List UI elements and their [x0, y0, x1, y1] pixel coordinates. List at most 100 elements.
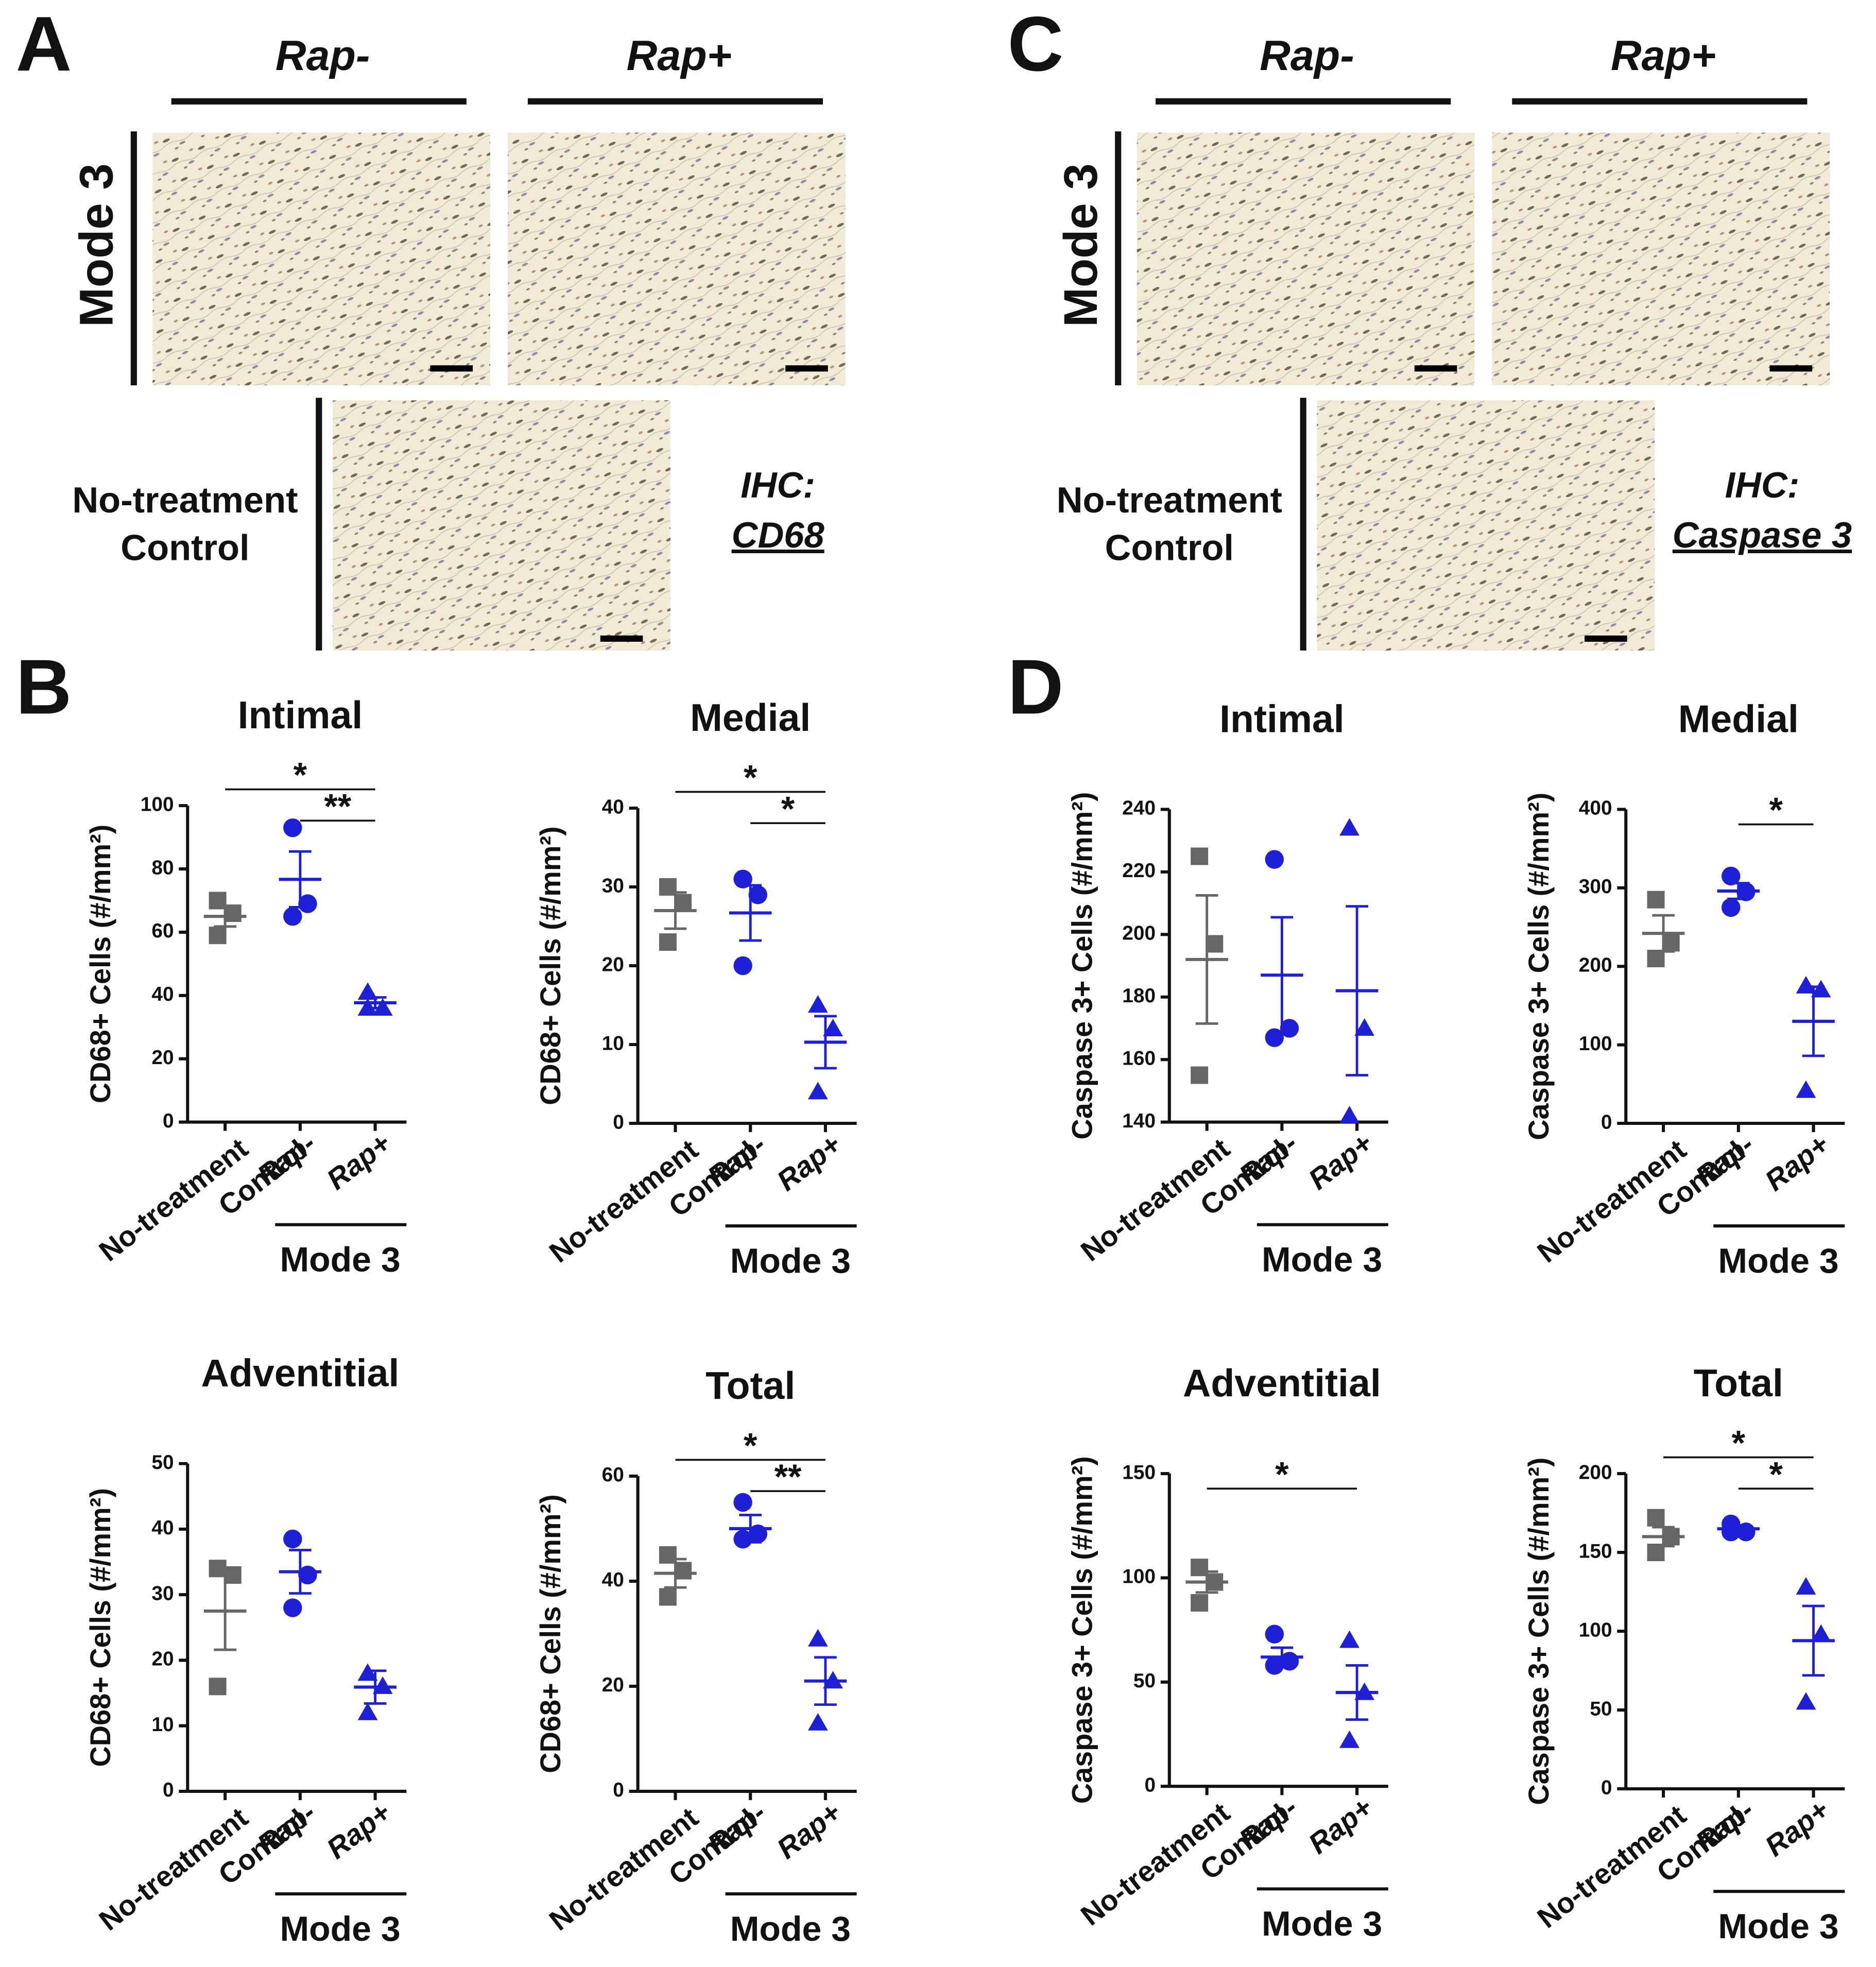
- data-point: [1811, 1624, 1831, 1642]
- y-tick-label: 60: [602, 1464, 624, 1486]
- data-point: [1796, 1692, 1816, 1710]
- y-axis-label: Caspase 3+ Cells (#/mm²): [1522, 1458, 1555, 1805]
- y-tick-label: 150: [1579, 1540, 1612, 1562]
- x-tick-label: Rap+: [320, 1795, 397, 1865]
- y-tick-label: 100: [1579, 1033, 1612, 1055]
- group-label: Mode 3: [1718, 1907, 1838, 1946]
- data-point: [733, 956, 752, 976]
- column-header: Rap-: [1260, 32, 1354, 79]
- data-point: [659, 1588, 677, 1606]
- data-point: [1339, 1106, 1359, 1124]
- scale-bar: [600, 635, 643, 642]
- data-point: [1354, 1018, 1375, 1036]
- chart-title: Medial: [690, 696, 811, 739]
- data-point: [357, 982, 378, 1000]
- significance-label: *: [744, 1426, 758, 1465]
- group-label: Mode 3: [730, 1909, 851, 1948]
- data-point: [209, 1678, 227, 1696]
- x-tick-label: Rap+: [320, 1126, 397, 1196]
- stain-label: Caspase 3: [1673, 515, 1852, 555]
- micrograph-texture: [1137, 132, 1475, 386]
- y-tick-label: 180: [1122, 985, 1156, 1007]
- data-point: [223, 1566, 242, 1584]
- chart-title: Intimal: [238, 693, 363, 737]
- x-tick-label: Rap+: [1759, 1127, 1835, 1197]
- panel-letter: B: [16, 643, 72, 730]
- data-point: [823, 1018, 843, 1036]
- y-axis-label: CD68+ Cells (#/mm²): [534, 826, 566, 1105]
- data-point: [1339, 1630, 1359, 1648]
- data-point: [1722, 866, 1741, 886]
- y-tick-label: 240: [1122, 797, 1156, 819]
- data-point: [659, 1546, 677, 1564]
- group-label: Mode 3: [280, 1909, 400, 1948]
- significance-label: *: [1732, 1424, 1746, 1463]
- significance-label: *: [744, 758, 758, 797]
- group-label: Mode 3: [1262, 1904, 1382, 1943]
- micrograph-texture: [333, 400, 670, 651]
- significance-label: *: [1275, 1455, 1289, 1494]
- x-tick-label: Rap+: [771, 1127, 847, 1197]
- stain-label: IHC:: [1725, 465, 1800, 505]
- control-label: No-treatment: [72, 480, 298, 520]
- data-point: [1339, 818, 1359, 836]
- data-point: [283, 818, 302, 837]
- scale-bar: [1769, 365, 1813, 372]
- y-tick-label: 20: [151, 1047, 174, 1069]
- data-point: [209, 927, 227, 945]
- control-label: Control: [1105, 527, 1234, 568]
- group-label: Mode 3: [1262, 1240, 1382, 1279]
- chart-title: Total: [705, 1364, 795, 1407]
- data-point: [733, 869, 752, 888]
- y-tick-label: 40: [151, 983, 174, 1005]
- y-axis-label: Caspase 3+ Cells (#/mm²): [1522, 793, 1555, 1140]
- y-tick-label: 150: [1122, 1461, 1156, 1483]
- y-axis-label: CD68+ Cells (#/mm²): [534, 1494, 566, 1773]
- y-tick-label: 0: [163, 1110, 174, 1132]
- significance-label: *: [781, 789, 795, 828]
- data-point: [1796, 1577, 1816, 1595]
- y-tick-label: 50: [151, 1451, 174, 1474]
- data-point: [283, 906, 302, 926]
- y-tick-label: 200: [1122, 922, 1156, 945]
- data-point: [357, 1663, 378, 1681]
- y-tick-label: 200: [1579, 954, 1612, 976]
- data-point: [1662, 934, 1680, 952]
- data-point: [807, 1713, 828, 1731]
- data-point: [372, 1676, 393, 1694]
- data-point: [1796, 976, 1816, 994]
- data-point: [807, 995, 828, 1013]
- micrograph-texture: [508, 132, 846, 386]
- data-point: [1339, 1730, 1359, 1748]
- data-point: [807, 1082, 828, 1100]
- data-point: [1191, 847, 1209, 865]
- data-point: [674, 894, 692, 912]
- chart-title: Adventitial: [1183, 1361, 1381, 1405]
- y-tick-label: 220: [1122, 860, 1156, 882]
- stain-label: CD68: [732, 515, 825, 555]
- group-label: Mode 3: [280, 1240, 400, 1279]
- data-point: [283, 1598, 302, 1617]
- y-tick-label: 50: [1590, 1698, 1612, 1720]
- y-tick-label: 10: [151, 1714, 174, 1736]
- data-point: [733, 1530, 752, 1549]
- x-tick-label: Rap+: [1302, 1126, 1379, 1196]
- chart-title: Medial: [1678, 697, 1799, 740]
- scale-bar: [1585, 635, 1627, 642]
- y-tick-label: 10: [602, 1032, 624, 1054]
- y-tick-label: 0: [613, 1111, 624, 1133]
- x-tick-label: Rap+: [771, 1795, 847, 1865]
- y-tick-label: 80: [151, 857, 174, 879]
- y-tick-label: 0: [613, 1779, 624, 1801]
- y-tick-label: 100: [1579, 1619, 1612, 1641]
- data-point: [209, 1560, 227, 1578]
- y-tick-label: 0: [1601, 1776, 1612, 1799]
- data-point: [1191, 1559, 1209, 1577]
- data-point: [674, 1562, 692, 1580]
- control-label: Control: [121, 527, 249, 568]
- data-point: [1265, 1624, 1284, 1644]
- data-point: [748, 885, 767, 904]
- y-tick-label: 160: [1122, 1047, 1156, 1069]
- y-tick-label: 140: [1122, 1110, 1156, 1132]
